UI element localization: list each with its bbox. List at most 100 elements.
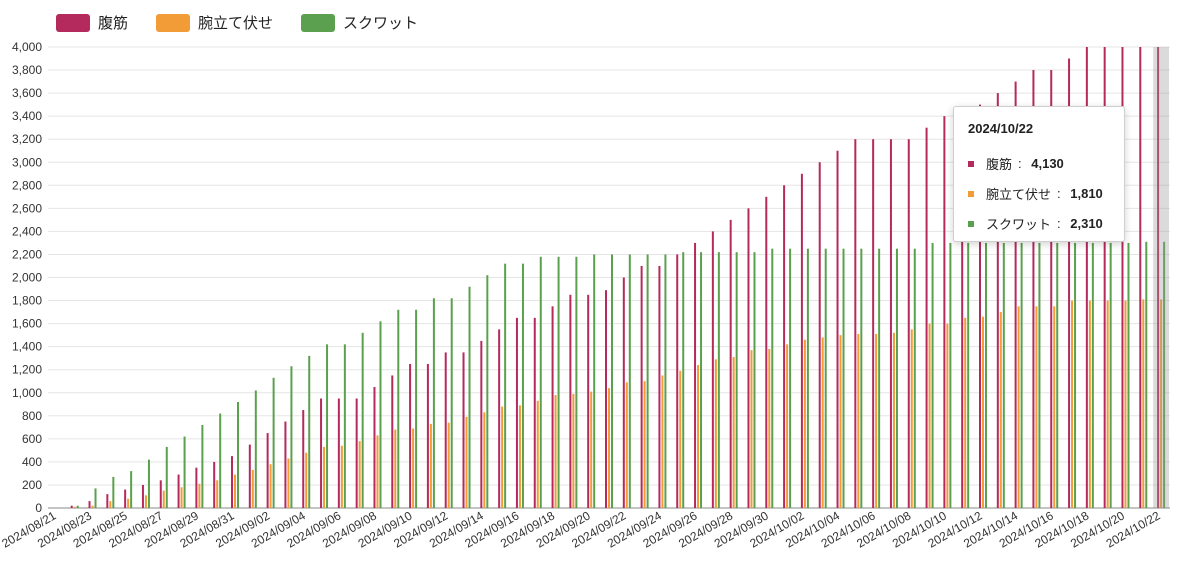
bar-squat [183, 436, 186, 508]
bar-abs [1103, 47, 1106, 508]
bar-pushup [269, 464, 272, 508]
bar-squat [789, 248, 792, 508]
bar-abs [355, 398, 358, 508]
bar-pushup [1106, 300, 1109, 508]
tooltip-sep-pushup: : [1057, 186, 1065, 201]
tooltip-name-squat: スクワット [986, 217, 1052, 232]
bar-pushup [536, 400, 539, 508]
bar-abs [70, 505, 73, 508]
bar-squat [415, 309, 418, 508]
y-tick-label: 600 [22, 432, 42, 446]
bar-abs [498, 329, 501, 508]
bar-squat [931, 242, 934, 509]
legend-item-abs[interactable]: 腹筋 [56, 12, 128, 33]
y-axis: 0 200 400 600 800 1,000 1,200 1,400 1,600 1,800 2,… [12, 40, 42, 515]
legend-swatch-squat [301, 13, 336, 32]
bar-squat [397, 309, 400, 508]
bar-squat [76, 505, 79, 508]
bar-abs [1032, 70, 1035, 509]
bar-pushup [305, 452, 308, 508]
bar-squat [824, 248, 827, 508]
bar-abs [747, 208, 750, 508]
bar-squat [450, 298, 453, 508]
bar-abs [605, 290, 607, 508]
tooltip-name-abs: 腹筋 [986, 157, 1013, 172]
tooltip-value-abs: 4,130 [1031, 156, 1064, 171]
bar-abs [961, 116, 964, 509]
legend-label-pushup: 腕立て伏せ [198, 15, 274, 32]
bar-squat [237, 401, 239, 508]
tooltip: 2024/10/22 腹筋: 4,130 腕立て伏せ: 1,810 スクワット:… [953, 106, 1125, 242]
bar-squat [878, 248, 881, 508]
bar-pushup [946, 323, 949, 508]
bar-abs [533, 317, 536, 508]
bar-squat [1056, 242, 1059, 509]
bar-abs [426, 363, 429, 508]
bar-squat [1074, 242, 1077, 509]
bar-abs [622, 277, 625, 508]
bar-squat [664, 254, 667, 508]
y-tick-label: 800 [22, 409, 42, 423]
tooltip-row-squat: スクワット: 2,310 [968, 214, 1103, 233]
bar-squat [628, 254, 631, 508]
tooltip-value-pushup: 1,810 [1070, 186, 1103, 201]
bar-abs [88, 501, 91, 508]
bar-squat [985, 242, 987, 509]
bar-abs [925, 127, 928, 509]
bar-pushup [465, 416, 468, 508]
bar-pushup [447, 422, 450, 508]
bar-abs [907, 139, 910, 508]
bar-squat [646, 254, 649, 508]
bar-squat [717, 252, 720, 508]
bar-abs [337, 398, 340, 508]
bar-squat [1038, 242, 1041, 509]
bar-abs [943, 116, 946, 509]
bar-pushup [1035, 306, 1038, 508]
x-axis: 2024/08/212024/08/232024/08/252024/08/27… [0, 508, 1163, 550]
bar-squat [521, 263, 524, 508]
bar-pushup [234, 474, 236, 508]
bar-squat [486, 275, 489, 508]
bar-squat [343, 344, 346, 508]
bar-abs [248, 444, 251, 508]
bar-squat [860, 248, 863, 508]
bar-squat [219, 413, 222, 508]
bar-abs [1157, 47, 1160, 508]
hover-highlight [1153, 47, 1169, 508]
bar-pushup [964, 317, 967, 508]
bar-pushup [518, 405, 521, 508]
legend-item-pushup[interactable]: 腕立て伏せ [156, 12, 273, 33]
bar-pushup [679, 370, 682, 508]
bar-squat [1109, 242, 1112, 509]
bar-pushup [786, 344, 789, 508]
bar-abs [1121, 47, 1124, 508]
y-tick-label: 3,000 [12, 155, 42, 169]
legend-label-abs: 腹筋 [98, 15, 129, 32]
bar-pushup [340, 445, 343, 508]
bar-abs [391, 375, 394, 508]
tooltip-marker-pushup [968, 190, 974, 197]
bar-pushup [1124, 300, 1127, 508]
bar-pushup [216, 480, 219, 508]
legend-item-squat[interactable]: スクワット [301, 12, 418, 33]
bar-squat [1002, 242, 1005, 509]
bar-pushup [750, 350, 753, 508]
bar-pushup [697, 365, 700, 508]
bar-squat [308, 355, 311, 508]
bar-pushup [127, 498, 130, 508]
bar-squat [575, 256, 578, 508]
bar-abs [694, 242, 697, 509]
bar-abs [854, 139, 857, 508]
bar-pushup [714, 359, 717, 508]
bar-pushup [608, 388, 610, 508]
bar-squat [1020, 242, 1023, 509]
y-tick-label: 0 [35, 501, 42, 515]
bar-squat [432, 298, 435, 508]
bar-abs [1014, 81, 1017, 508]
bar-squat [379, 321, 382, 508]
bar-pushup [483, 412, 486, 508]
bar-abs [106, 494, 109, 508]
y-tick-label: 2,000 [12, 271, 42, 285]
bar-pushup [590, 391, 593, 508]
